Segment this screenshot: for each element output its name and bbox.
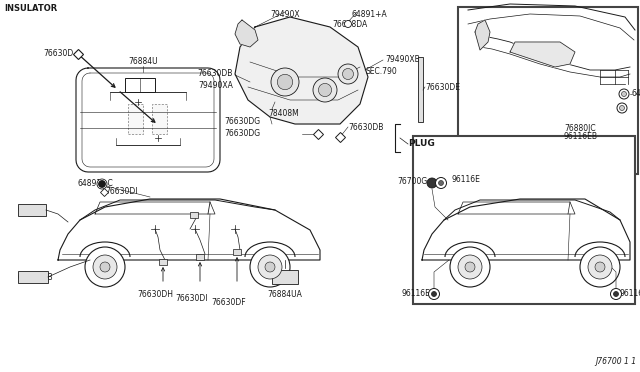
- Text: PLUG: PLUG: [408, 140, 435, 148]
- Circle shape: [277, 74, 292, 90]
- Circle shape: [438, 180, 444, 186]
- Text: INSULATOR: INSULATOR: [4, 4, 57, 13]
- Text: 79490XB: 79490XB: [385, 55, 420, 64]
- Circle shape: [338, 64, 358, 84]
- Text: 64891+C: 64891+C: [78, 180, 114, 189]
- Polygon shape: [235, 20, 258, 47]
- Bar: [458, 7, 638, 174]
- Bar: [18, 204, 46, 216]
- Text: 76884UA: 76884UA: [268, 290, 303, 299]
- Bar: [128, 104, 143, 134]
- Polygon shape: [235, 17, 368, 124]
- Circle shape: [435, 177, 447, 189]
- Circle shape: [342, 68, 353, 80]
- Bar: [413, 136, 635, 304]
- Text: 76630DE: 76630DE: [425, 83, 460, 92]
- Circle shape: [620, 106, 625, 110]
- Circle shape: [450, 247, 490, 287]
- Circle shape: [250, 247, 290, 287]
- Text: 64891: 64891: [632, 90, 640, 99]
- Text: J76700 1 1: J76700 1 1: [595, 357, 636, 366]
- Text: 76630DH: 76630DH: [137, 290, 173, 299]
- Circle shape: [580, 247, 620, 287]
- Circle shape: [93, 255, 117, 279]
- Text: 76880JC: 76880JC: [564, 124, 596, 133]
- Circle shape: [611, 289, 621, 299]
- Text: 96116EA: 96116EA: [620, 289, 640, 298]
- Circle shape: [258, 255, 282, 279]
- Circle shape: [265, 262, 275, 272]
- Text: 76630D: 76630D: [44, 48, 74, 58]
- Text: 64891+B: 64891+B: [18, 273, 54, 282]
- Circle shape: [617, 103, 627, 113]
- Bar: [125, 78, 155, 92]
- Circle shape: [97, 179, 107, 189]
- Text: 96116EB: 96116EB: [563, 132, 597, 141]
- Bar: [272, 270, 298, 284]
- Bar: [418, 57, 423, 122]
- Bar: [18, 271, 48, 283]
- Circle shape: [619, 89, 629, 99]
- Text: 64891+A: 64891+A: [352, 10, 388, 19]
- Circle shape: [99, 181, 105, 187]
- Circle shape: [344, 20, 351, 28]
- Text: 76630DG: 76630DG: [224, 118, 260, 126]
- Text: SEC.790: SEC.790: [365, 67, 397, 77]
- Bar: [233, 249, 241, 255]
- Circle shape: [100, 262, 110, 272]
- Text: 76630DI: 76630DI: [176, 294, 208, 303]
- Polygon shape: [422, 199, 630, 260]
- Circle shape: [595, 262, 605, 272]
- Polygon shape: [475, 20, 490, 50]
- Circle shape: [99, 181, 105, 187]
- Text: 76630DG: 76630DG: [224, 129, 260, 138]
- Circle shape: [313, 78, 337, 102]
- Text: 67860: 67860: [18, 205, 42, 215]
- Text: 96116E: 96116E: [452, 176, 481, 185]
- Circle shape: [588, 255, 612, 279]
- Text: 96116E: 96116E: [401, 289, 430, 298]
- Polygon shape: [58, 199, 320, 260]
- Circle shape: [319, 83, 332, 97]
- Bar: [159, 259, 167, 265]
- Text: 76630DF: 76630DF: [212, 298, 246, 307]
- Text: 79490X: 79490X: [270, 10, 300, 19]
- Circle shape: [614, 292, 618, 296]
- Text: 76638DA: 76638DA: [332, 20, 367, 29]
- Circle shape: [271, 68, 299, 96]
- Text: 76630DI: 76630DI: [105, 187, 138, 196]
- Circle shape: [85, 247, 125, 287]
- Circle shape: [465, 262, 475, 272]
- Polygon shape: [510, 42, 575, 67]
- Text: 79490XA: 79490XA: [198, 80, 233, 90]
- Circle shape: [431, 292, 436, 296]
- Circle shape: [427, 178, 437, 188]
- Bar: [190, 212, 198, 218]
- Text: 78408M: 78408M: [268, 109, 299, 118]
- Text: 76700G: 76700G: [397, 177, 428, 186]
- Text: 76630DB: 76630DB: [198, 70, 233, 78]
- Text: 76630DB: 76630DB: [348, 122, 383, 131]
- Text: 76884U: 76884U: [128, 57, 158, 66]
- Polygon shape: [76, 68, 220, 172]
- Circle shape: [621, 92, 627, 96]
- Bar: [152, 104, 167, 134]
- Bar: [196, 254, 204, 260]
- Circle shape: [429, 289, 440, 299]
- Circle shape: [458, 255, 482, 279]
